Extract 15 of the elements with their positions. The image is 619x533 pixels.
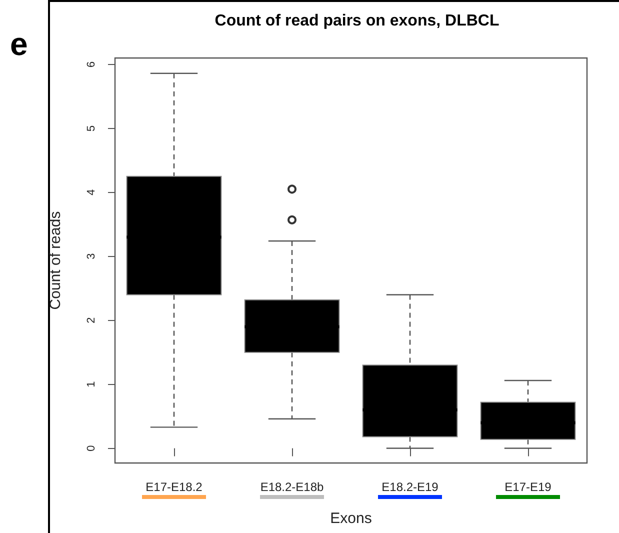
y-tick-label: 1 [86,381,98,388]
y-tick-label: 4 [86,189,98,196]
y-tick-label: 6 [86,61,98,68]
x-axis-title: Exons [330,510,372,527]
x-tick-label: E17-E18.2 [146,480,203,494]
y-axis-title: Count of reads [47,211,64,310]
chart-title: Count of read pairs on exons, DLBCL [214,12,500,30]
y-tick-label: 0 [86,445,98,452]
x-tick-label: E17-E19 [504,480,552,494]
y-tick-label: 3 [86,253,98,260]
x-tick-label: E18.2-E19 [382,480,439,494]
y-tick-label: 2 [86,317,98,324]
y-tick-label: 5 [86,125,98,132]
text: e [10,26,28,62]
x-tick-label: E18.2-E18b [260,480,324,494]
